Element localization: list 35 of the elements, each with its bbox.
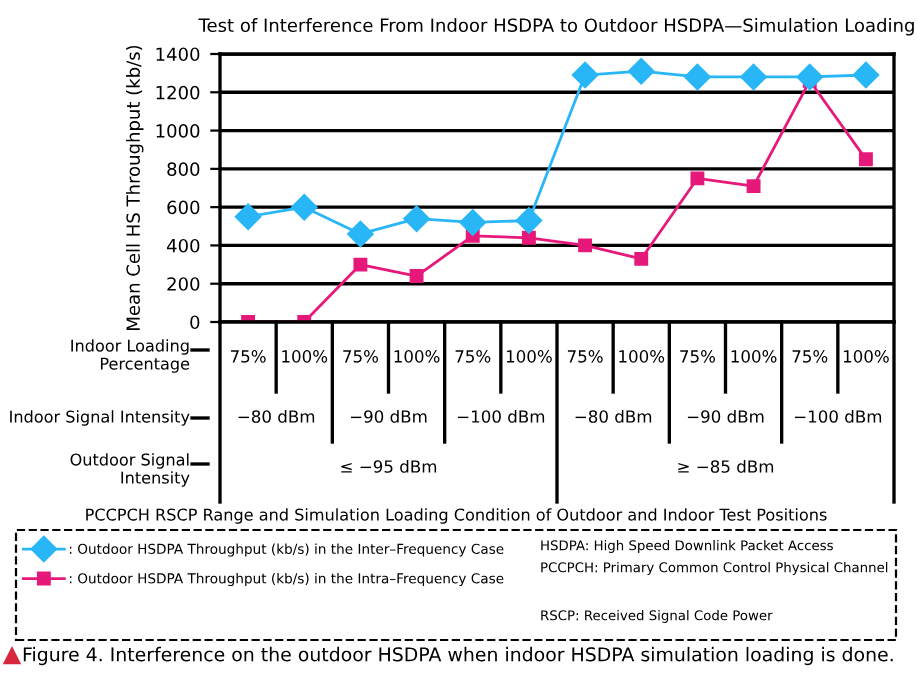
x-tick-label: 75%	[567, 350, 603, 363]
x-tick-label: 100%	[731, 350, 777, 363]
y-tick-label: 0	[190, 315, 200, 330]
caption: Figure 4. Interference on the outdoor HSDPA when indoor HSDPA simulation loading is done.	[23, 646, 893, 666]
text: PCCPCH RSCP Range and Simulation Loading Condition of Outdoor and Indoor Test Positions	[86, 508, 827, 524]
text: −100 dBm	[457, 409, 545, 423]
x-tick-label: 75%	[792, 350, 828, 363]
y-axis-title: Mean Cell HS Throughput (kb/s)	[126, 45, 144, 330]
text: Outdoor Signal Intensity	[70, 453, 190, 487]
y-tick-label: 1200	[156, 85, 200, 100]
text: ≤ −95 dBm	[341, 459, 437, 473]
text: −90 dBm	[350, 409, 427, 423]
text: −80 dBm	[238, 409, 315, 423]
text: −90 dBm	[687, 409, 764, 423]
y-tick-label: 1400	[156, 47, 200, 62]
text: −80 dBm	[575, 409, 652, 423]
y-tick-label: 600	[167, 200, 200, 215]
x-tick-label: 100%	[282, 350, 328, 363]
chart-title: Test of Interference From Indoor HSDPA to Outdoor HSDPA—Simulation Loading	[198, 18, 914, 36]
text: Indoor Loading Percentage	[71, 339, 190, 373]
y-tick-label: 800	[167, 162, 200, 176]
text: Indoor Signal Intensity	[10, 410, 190, 426]
x-tick-label: 100%	[843, 350, 889, 363]
y-tick-label: 1000	[156, 124, 200, 138]
x-tick-label: 75%	[455, 350, 491, 363]
x-tick-label: 75%	[343, 350, 379, 363]
x-tick-label: 75%	[230, 350, 266, 363]
x-tick-label: 100%	[619, 350, 665, 363]
x-tick-label: 100%	[394, 350, 440, 363]
x-tick-label: 100%	[506, 350, 552, 363]
y-tick-label: 400	[166, 238, 200, 253]
text: −100 dBm	[794, 409, 882, 423]
y-tick-label: 200	[167, 277, 200, 291]
text: ≥ −85 dBm	[678, 459, 774, 473]
x-tick-label: 75%	[680, 350, 716, 363]
